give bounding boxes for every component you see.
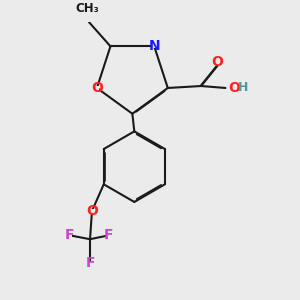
- Bar: [79, 13, 99, 22]
- Bar: [107, 233, 111, 237]
- Bar: [152, 45, 156, 48]
- Text: F: F: [85, 256, 95, 270]
- Text: F: F: [104, 228, 114, 242]
- Text: O: O: [229, 81, 240, 95]
- Bar: [68, 233, 72, 237]
- Bar: [88, 261, 92, 265]
- Bar: [90, 209, 94, 213]
- Bar: [68, 233, 72, 237]
- Bar: [227, 85, 232, 90]
- Bar: [90, 209, 94, 213]
- Text: O: O: [91, 81, 103, 95]
- Bar: [215, 60, 220, 64]
- Text: O: O: [86, 204, 98, 218]
- Text: H: H: [238, 82, 248, 94]
- Bar: [107, 233, 111, 237]
- Bar: [215, 60, 220, 65]
- Bar: [88, 261, 92, 265]
- Text: F: F: [65, 228, 74, 242]
- Bar: [95, 86, 99, 90]
- Text: N: N: [148, 39, 160, 53]
- Text: O: O: [212, 55, 224, 69]
- Text: CH₃: CH₃: [75, 2, 99, 15]
